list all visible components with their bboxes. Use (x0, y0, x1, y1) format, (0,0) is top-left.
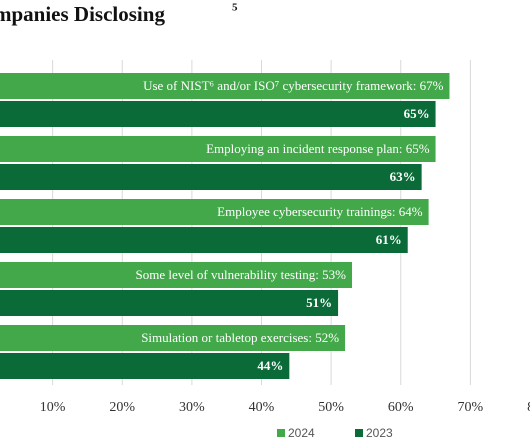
bar (0, 227, 408, 253)
bar (0, 101, 436, 127)
legend-swatch (355, 429, 363, 437)
bar-label: Simulation or tabletop exercises: 52% (141, 330, 339, 345)
bar-label: 63% (390, 169, 416, 184)
x-tick-label: 30% (179, 400, 205, 415)
x-tick-label: 70% (458, 400, 484, 415)
bar (0, 262, 353, 288)
bar-label: Some level of vulnerability testing: 53% (136, 267, 347, 282)
bar (0, 325, 346, 351)
bar-label: Use of NIST⁶ and/or ISO⁷ cybersecurity f… (143, 78, 444, 93)
bar (0, 164, 422, 190)
x-tick-label: 80% (527, 400, 530, 415)
x-tick-label: 50% (318, 400, 344, 415)
title-note: 5 (232, 2, 238, 14)
bar (0, 199, 429, 225)
bar-label: 44% (257, 358, 283, 373)
x-tick-label: 40% (249, 400, 275, 415)
bar-label: Employee cybersecurity trainings: 64% (217, 204, 423, 219)
x-tick-label: 10% (40, 400, 66, 415)
bar (0, 290, 339, 316)
chart-title: mpanies Disclosing (0, 2, 165, 26)
bar (0, 73, 450, 99)
bar-label: 65% (404, 106, 430, 121)
legend-label: 2023 (366, 426, 393, 440)
x-tick-label: 60% (388, 400, 414, 415)
x-tick-label: 20% (109, 400, 135, 415)
bar (0, 353, 290, 379)
legend-label: 2024 (288, 426, 315, 440)
bar-label: 51% (306, 295, 332, 310)
bar-label: 61% (376, 232, 402, 247)
bar (0, 136, 436, 162)
bar-label: Employing an incident response plan: 65% (206, 141, 430, 156)
legend-swatch (277, 429, 285, 437)
